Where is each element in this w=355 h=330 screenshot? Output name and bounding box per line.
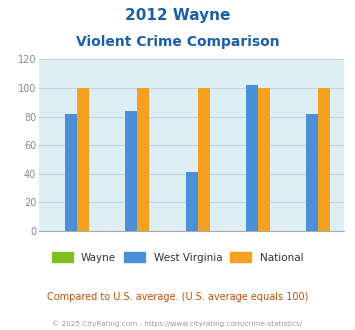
Text: 2012 Wayne: 2012 Wayne [125,8,230,23]
Bar [77,88,89,231]
Text: Compared to U.S. average. (U.S. average equals 100): Compared to U.S. average. (U.S. average … [47,292,308,302]
Bar [318,88,331,231]
Bar [306,114,318,231]
Bar [246,85,258,231]
Bar [186,172,198,231]
Bar [125,111,137,231]
Text: © 2025 CityRating.com - https://www.cityrating.com/crime-statistics/: © 2025 CityRating.com - https://www.city… [53,321,302,327]
Bar [65,114,77,231]
Bar [198,88,210,231]
Legend: Wayne, West Virginia, National: Wayne, West Virginia, National [48,248,307,267]
Text: Violent Crime Comparison: Violent Crime Comparison [76,35,279,49]
Bar [137,88,149,231]
Bar [258,88,270,231]
